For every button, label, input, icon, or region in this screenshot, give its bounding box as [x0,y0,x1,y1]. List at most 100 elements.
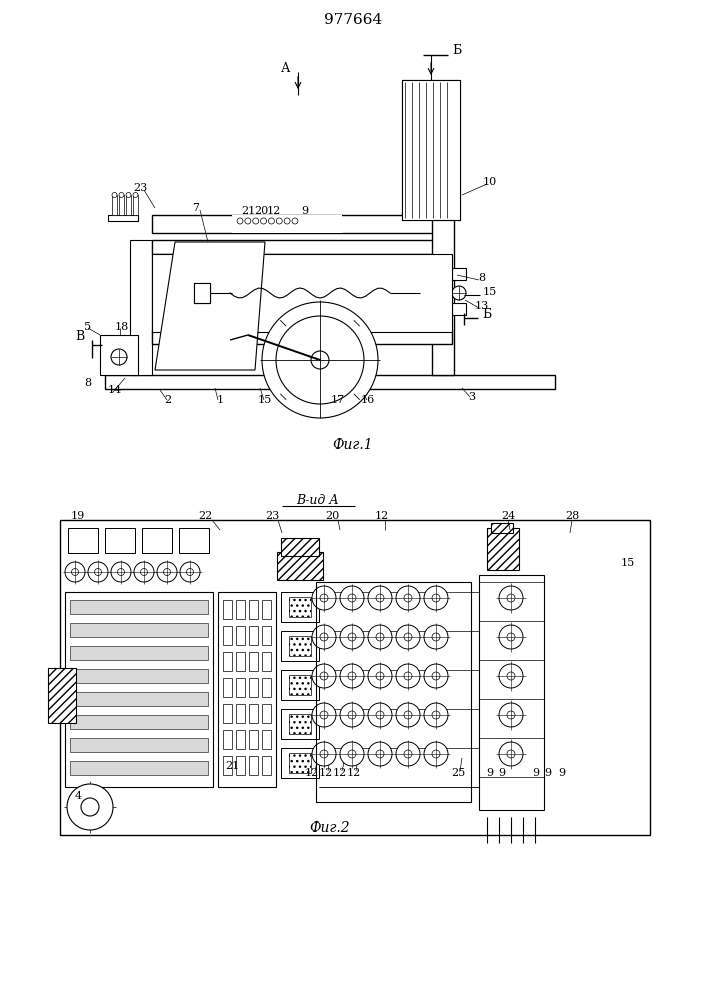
Bar [249,730,258,749]
Bar [236,626,245,645]
Text: 8: 8 [84,378,92,388]
Circle shape [424,664,448,688]
Circle shape [499,586,523,610]
Bar [249,626,258,645]
Bar [452,268,466,280]
Text: 17: 17 [331,395,345,405]
Circle shape [312,586,336,610]
Circle shape [340,742,364,766]
Bar [218,592,276,787]
Circle shape [320,711,328,719]
Bar [48,668,76,723]
Bar [152,215,452,233]
Bar [105,375,555,389]
Text: 20: 20 [325,511,339,521]
Circle shape [348,711,356,719]
Circle shape [340,664,364,688]
Bar [277,552,323,580]
Circle shape [499,625,523,649]
Bar [289,714,311,734]
Text: 28: 28 [565,511,579,521]
Bar [452,303,466,315]
Text: Б: Б [452,43,461,56]
Bar [70,600,208,614]
Bar [133,195,138,215]
Text: 12: 12 [347,768,361,778]
Bar [223,626,232,645]
Bar [262,652,271,671]
Circle shape [499,742,523,766]
Circle shape [269,218,274,224]
Bar [452,268,466,280]
Bar [112,195,117,215]
Text: 2: 2 [165,395,172,405]
Circle shape [88,562,108,582]
Bar [152,240,452,254]
Bar [289,714,311,734]
Bar [232,215,342,233]
Bar [249,756,258,775]
Circle shape [376,594,384,602]
Circle shape [111,349,127,365]
Text: В: В [76,330,85,344]
Text: 9: 9 [559,768,566,778]
Text: 21: 21 [225,761,239,771]
Text: 12: 12 [333,768,347,778]
Text: 8: 8 [479,273,486,283]
Text: 23: 23 [133,183,147,193]
Bar [70,646,208,660]
Text: 14: 14 [108,385,122,395]
Circle shape [348,672,356,680]
Text: 21: 21 [241,206,255,216]
Bar [152,330,452,344]
Circle shape [376,633,384,641]
Circle shape [368,586,392,610]
Bar [60,520,650,835]
Circle shape [67,784,113,830]
Circle shape [262,302,378,418]
Bar [491,523,513,533]
Text: 18: 18 [115,322,129,332]
Circle shape [134,562,154,582]
Text: 16: 16 [361,395,375,405]
Circle shape [432,594,440,602]
Bar [281,538,319,556]
Circle shape [133,192,138,198]
Circle shape [312,664,336,688]
Circle shape [261,218,267,224]
Circle shape [320,750,328,758]
Bar [289,597,311,617]
Text: 977664: 977664 [324,13,382,27]
Bar [130,240,152,375]
Circle shape [368,664,392,688]
Circle shape [163,568,170,576]
Text: 9: 9 [486,768,493,778]
Circle shape [432,672,440,680]
Circle shape [507,633,515,641]
Circle shape [404,750,412,758]
Bar [179,528,209,553]
Circle shape [396,586,420,610]
Bar [249,600,258,619]
Text: 15: 15 [621,558,635,568]
Text: 24: 24 [501,511,515,521]
Bar [105,528,135,553]
Bar [479,575,544,810]
Text: 15: 15 [258,395,272,405]
Circle shape [499,703,523,727]
Bar [152,215,452,233]
Text: 23: 23 [265,511,279,521]
Text: А: А [281,62,290,75]
Bar [100,335,138,375]
Bar [152,240,452,254]
Bar [70,669,208,683]
Bar [262,600,271,619]
Bar [48,668,76,723]
Bar [223,600,232,619]
Bar [289,753,311,773]
Text: Фиг.1: Фиг.1 [333,438,373,452]
Circle shape [348,633,356,641]
Circle shape [320,672,328,680]
Text: 5: 5 [84,322,92,332]
Bar [152,254,452,332]
